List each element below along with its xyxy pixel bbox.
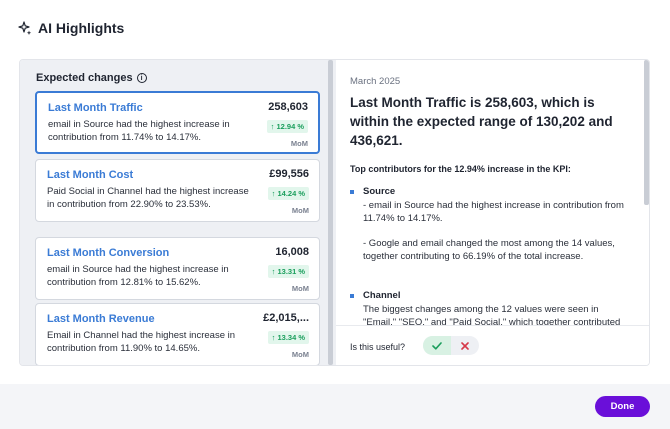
card-title: Last Month Traffic (48, 102, 143, 114)
close-icon (461, 341, 469, 350)
detail-subheading: Top contributors for the 12.94% increase… (350, 164, 571, 174)
section-label-source: Source (363, 186, 396, 197)
section-text: The biggest changes among the 12 values … (363, 304, 621, 328)
period-label: MoM (291, 206, 309, 215)
thumbs-down-button[interactable] (451, 336, 479, 355)
expected-changes-heading: Expected changes i (36, 72, 147, 84)
detail-headline: Last Month Traffic is 258,603, which is … (350, 95, 613, 148)
card-value: 16,008 (275, 246, 309, 258)
bullet-marker (350, 190, 354, 194)
card-title: Last Month Revenue (47, 313, 155, 325)
info-icon[interactable]: i (136, 73, 147, 83)
section-label-channel: Channel (363, 290, 401, 301)
period-label: MoM (291, 350, 309, 359)
dialog-title: AI Highlights (38, 20, 125, 36)
thumbs-up-button[interactable] (423, 336, 451, 355)
done-button[interactable]: Done (595, 396, 650, 417)
sparkle-icon (18, 21, 32, 35)
section-text: - Google and email changed the most amon… (363, 238, 615, 262)
period-label: MoM (290, 139, 308, 148)
change-badge: ↑ 13.31 % (267, 265, 309, 278)
card-title: Last Month Cost (47, 169, 134, 181)
ai-highlights-dialog: AI Highlights Expected changes i Last Mo… (0, 0, 670, 384)
list-scrollbar[interactable] (328, 60, 333, 365)
card-description: email in Source had the highest increase… (47, 264, 229, 288)
detail-scrollbar[interactable] (644, 60, 649, 205)
change-badge: ↑ 12.94 % (266, 120, 308, 133)
expected-changes-list: Expected changes i Last Month Traffic em… (20, 60, 336, 365)
feedback-buttons (423, 336, 479, 355)
kpi-card-conversion[interactable]: Last Month Conversion email in Source ha… (35, 237, 320, 300)
dialog-header: AI Highlights (18, 20, 124, 36)
highlight-detail: March 2025 Last Month Traffic is 258,603… (336, 60, 649, 365)
check-icon (432, 341, 442, 350)
card-title: Last Month Conversion (47, 247, 170, 259)
bullet-marker (350, 294, 354, 298)
kpi-card-cost[interactable]: Last Month Cost Paid Social in Channel h… (35, 159, 320, 222)
change-badge: ↑ 14.24 % (267, 187, 309, 200)
feedback-question: Is this useful? (350, 342, 406, 352)
kpi-card-revenue[interactable]: Last Month Revenue Email in Channel had … (35, 303, 320, 365)
card-description: Paid Social in Channel had the highest i… (47, 186, 249, 210)
dialog-footer: Done (0, 384, 670, 429)
highlights-panel: Expected changes i Last Month Traffic em… (19, 59, 650, 366)
card-value: 258,603 (268, 101, 308, 113)
section-text: - email in Source had the highest increa… (363, 200, 624, 224)
change-badge: ↑ 13.34 % (267, 331, 309, 344)
kpi-card-traffic[interactable]: Last Month Traffic email in Source had t… (35, 91, 320, 154)
card-value: £99,556 (269, 168, 309, 180)
card-value: £2,015,... (263, 312, 309, 324)
detail-date: March 2025 (350, 76, 401, 87)
period-label: MoM (291, 284, 309, 293)
card-description: email in Source had the highest increase… (48, 119, 230, 143)
card-description: Email in Channel had the highest increas… (47, 330, 236, 354)
feedback-bar: Is this useful? (336, 325, 649, 365)
